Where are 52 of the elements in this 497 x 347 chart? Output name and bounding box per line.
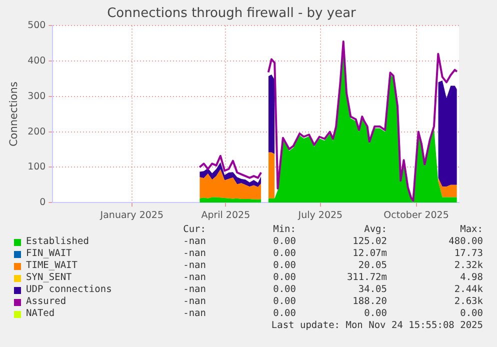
text: -nan (183, 236, 206, 248)
chart-title: Connections through firewall - by year (107, 6, 357, 22)
x-tick-label: April 2025 (201, 210, 250, 221)
text: -nan (183, 260, 206, 272)
text: 0.00 (273, 272, 296, 284)
text: 311.72m (346, 272, 387, 284)
legend-label: Assured (26, 296, 66, 308)
text: -nan (183, 284, 206, 296)
text: 12.07m (352, 248, 387, 260)
text: 20.05 (358, 260, 387, 272)
y-tick-label: 400 (28, 55, 46, 66)
text: 17.73 (454, 248, 483, 260)
x-tick-label: January 2025 (99, 210, 164, 221)
text: Avg: (364, 224, 387, 236)
text: 480.00 (448, 236, 483, 248)
text: 0.00 (273, 236, 296, 248)
text: Cur: (183, 224, 206, 236)
y-tick-label: 500 (28, 20, 46, 32)
text: Min: (273, 224, 296, 236)
text: 4.98 (460, 272, 483, 284)
legend-label: UDP connections (26, 284, 112, 296)
legend-label: TIME_WAIT (26, 260, 78, 272)
legend-label: Established (26, 236, 89, 248)
text: 0.00 (273, 260, 296, 272)
text: -nan (183, 296, 206, 308)
text: -nan (183, 248, 206, 260)
text: 0.00 (364, 308, 387, 320)
legend-label: FIN_WAIT (26, 248, 72, 260)
legend-label: NATed (26, 308, 55, 320)
text: 0.00 (273, 284, 296, 296)
text: -nan (183, 308, 206, 320)
text: -nan (183, 272, 206, 284)
y-tick-label: 300 (28, 90, 46, 102)
x-tick-label: October 2025 (384, 210, 449, 221)
text: 2.32k (454, 260, 483, 272)
text: Last update: Mon Nov 24 15:55:08 2025 (271, 320, 483, 332)
text: 0.00 (273, 296, 296, 308)
y-tick-label: 100 (28, 162, 46, 173)
text: 2.63k (454, 296, 483, 308)
legend-label: SYN_SENT (26, 272, 72, 284)
y-tick-label: 0 (40, 197, 46, 208)
text: 188.20 (352, 296, 387, 308)
text: 0.00 (273, 248, 296, 260)
text: 0.00 (273, 308, 296, 320)
text: 0.00 (460, 308, 483, 320)
text: Max: (460, 224, 483, 236)
y-axis-title: Connections (8, 82, 20, 147)
y-tick-label: 200 (28, 126, 46, 138)
text: 2.44k (454, 284, 483, 296)
text: 34.05 (358, 284, 387, 296)
x-tick-label: July 2025 (297, 210, 343, 221)
text: 125.02 (352, 236, 387, 248)
